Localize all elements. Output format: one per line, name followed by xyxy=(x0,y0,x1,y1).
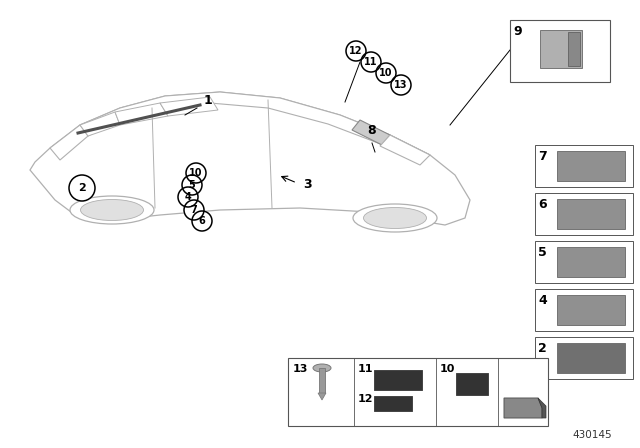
Bar xyxy=(456,373,488,395)
Ellipse shape xyxy=(364,207,426,228)
Circle shape xyxy=(69,175,95,201)
Circle shape xyxy=(376,63,396,83)
Bar xyxy=(535,337,633,379)
Circle shape xyxy=(178,187,198,207)
Bar xyxy=(557,295,625,325)
Text: 1: 1 xyxy=(204,95,212,108)
Text: 11: 11 xyxy=(358,364,374,374)
Circle shape xyxy=(186,163,206,183)
Polygon shape xyxy=(80,112,120,136)
Bar xyxy=(319,368,325,393)
Polygon shape xyxy=(50,125,88,160)
Text: 4: 4 xyxy=(184,192,191,202)
Bar xyxy=(535,241,633,283)
Ellipse shape xyxy=(353,204,437,232)
Text: 2: 2 xyxy=(538,342,547,355)
Circle shape xyxy=(182,175,202,195)
Text: 13: 13 xyxy=(293,364,308,374)
Text: 10: 10 xyxy=(380,68,393,78)
Text: 7: 7 xyxy=(538,150,547,163)
Text: 10: 10 xyxy=(189,168,203,178)
Polygon shape xyxy=(30,92,470,225)
Text: 430145: 430145 xyxy=(572,430,612,440)
Circle shape xyxy=(361,52,381,72)
Circle shape xyxy=(192,211,212,231)
Ellipse shape xyxy=(70,196,154,224)
Text: 12: 12 xyxy=(358,394,374,404)
Text: 10: 10 xyxy=(440,364,456,374)
Text: 11: 11 xyxy=(364,57,378,67)
Text: 2: 2 xyxy=(78,183,86,193)
Text: 9: 9 xyxy=(513,25,522,38)
Bar xyxy=(535,193,633,235)
Bar xyxy=(374,396,412,411)
Text: 5: 5 xyxy=(189,180,195,190)
Polygon shape xyxy=(80,92,430,162)
Bar xyxy=(535,145,633,187)
Bar xyxy=(540,30,582,68)
Text: 5: 5 xyxy=(538,246,547,259)
Text: 6: 6 xyxy=(538,198,547,211)
Ellipse shape xyxy=(313,364,331,372)
Polygon shape xyxy=(504,398,542,418)
Text: 6: 6 xyxy=(198,216,205,226)
Bar xyxy=(374,370,422,390)
Polygon shape xyxy=(160,97,218,116)
Bar xyxy=(288,358,548,426)
Text: 8: 8 xyxy=(368,124,376,137)
Bar xyxy=(557,151,625,181)
Polygon shape xyxy=(380,135,430,165)
Ellipse shape xyxy=(81,199,143,220)
Bar xyxy=(510,20,610,82)
Circle shape xyxy=(346,41,366,61)
Bar xyxy=(557,247,625,277)
Text: 12: 12 xyxy=(349,46,363,56)
Polygon shape xyxy=(538,398,546,418)
Text: 13: 13 xyxy=(394,80,408,90)
Bar xyxy=(557,343,625,373)
Bar xyxy=(535,289,633,331)
Text: 7: 7 xyxy=(191,205,197,215)
Text: 3: 3 xyxy=(304,178,312,191)
Polygon shape xyxy=(318,393,326,400)
Bar xyxy=(557,199,625,229)
Polygon shape xyxy=(115,103,168,125)
Text: 4: 4 xyxy=(538,294,547,307)
Polygon shape xyxy=(352,120,390,145)
Circle shape xyxy=(391,75,411,95)
Bar xyxy=(568,32,580,66)
Circle shape xyxy=(184,200,204,220)
